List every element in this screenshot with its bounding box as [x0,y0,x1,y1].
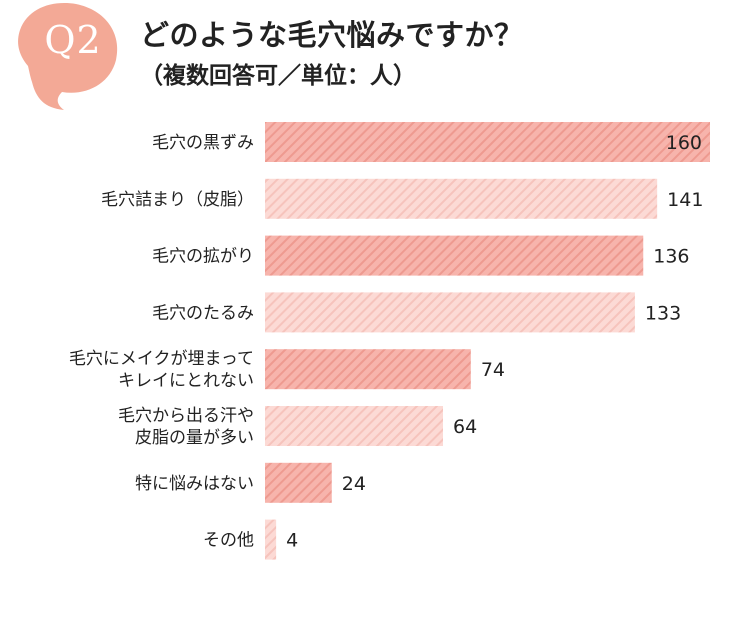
bar-7 [265,462,332,503]
category-label: 毛穴から出る汗や皮脂の量が多い [118,406,254,448]
chart-subtitle: （複数回答可／単位：人） [140,63,416,89]
bar-5 [265,349,471,390]
category-label: 毛穴の黒ずみ [152,133,254,153]
chart-title: どのような毛穴悩みですか？ [140,18,524,52]
bar-8 [265,519,277,560]
bar-4 [265,292,635,333]
value-label: 24 [342,473,366,495]
bar-3 [265,235,644,276]
value-label: 4 [286,530,298,552]
value-label: 74 [481,359,505,381]
bars: 毛穴の黒ずみ 160 毛穴詰まり（皮脂） 141 毛穴の拡がり 136 毛穴のたるみ 133 毛… [69,122,710,560]
value-label: 64 [453,416,477,438]
value-label: 141 [667,189,703,211]
bar-1 [265,122,710,162]
question-number: Q2 [44,18,102,62]
category-label: 毛穴のたるみ [152,303,254,323]
value-label: 160 [666,132,702,154]
value-label: 133 [645,302,681,324]
bar-6 [265,406,443,446]
category-label: 毛穴詰まり（皮脂） [101,190,254,210]
category-label: 特に悩みはない [135,474,254,494]
category-label: その他 [203,531,254,551]
value-label: 136 [653,246,689,268]
bar-2 [265,178,658,219]
category-label: 毛穴にメイクが埋まってキレイにとれない [69,349,254,391]
speech-bubble-icon [18,3,118,110]
question-badge [18,3,118,110]
category-label: 毛穴の拡がり [152,247,254,267]
